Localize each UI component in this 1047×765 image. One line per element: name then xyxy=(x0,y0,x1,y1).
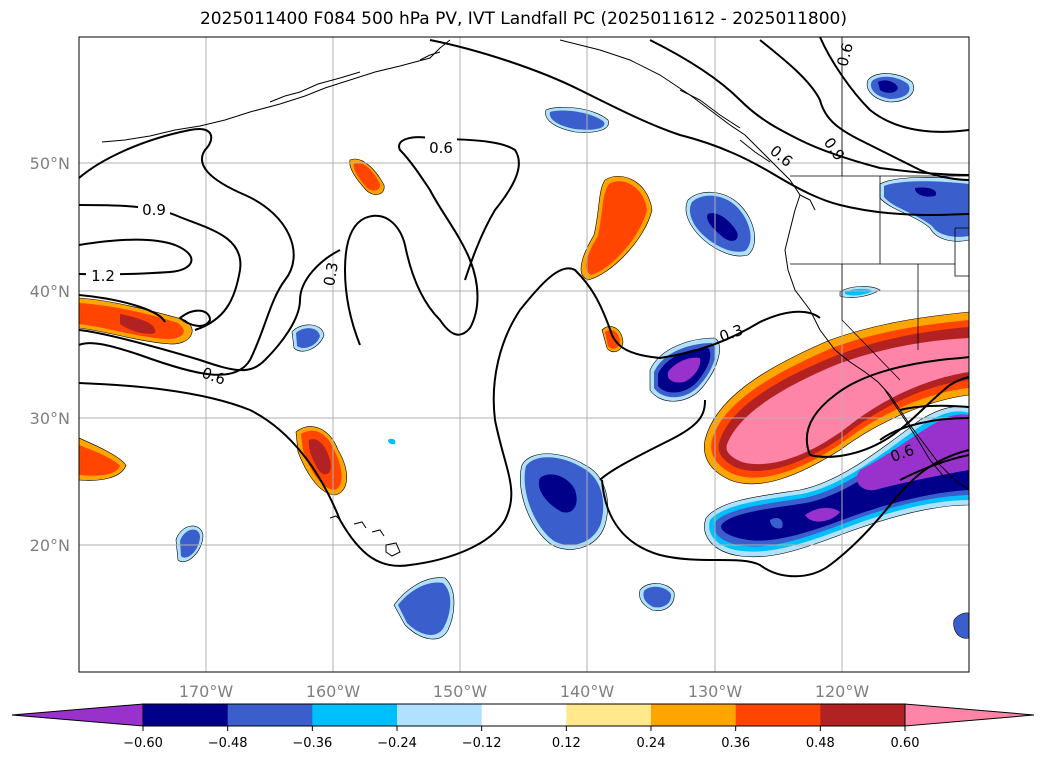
map-panel xyxy=(79,37,969,672)
contour-label: 0.6 xyxy=(429,139,453,157)
lon-label: 120°W xyxy=(815,682,870,701)
lon-label: 150°W xyxy=(433,682,488,701)
colorbar-tick-label: −0.12 xyxy=(462,736,502,751)
colorbar-segment xyxy=(566,704,652,726)
lat-labels: 50°N 40°N 30°N 20°N xyxy=(30,154,70,555)
positive-anomaly-fields xyxy=(79,158,969,496)
colorbar-extend-high xyxy=(904,703,1035,727)
colorbar-tick-label: −0.24 xyxy=(377,736,417,751)
colorbar-segment xyxy=(735,704,821,726)
colorbar-tick-label: 0.36 xyxy=(721,736,750,751)
colorbar-segment xyxy=(651,704,737,726)
colorbar-segment xyxy=(481,704,567,726)
colorbar-tick-label: −0.36 xyxy=(292,736,332,751)
contour-label: 0.9 xyxy=(142,201,166,219)
colorbar-segment xyxy=(143,704,229,726)
colorbar-segment xyxy=(312,704,398,726)
contour-label: 0.6 xyxy=(833,41,857,69)
contour-label: 0.3 xyxy=(320,261,342,288)
colorbar-tick-label: 0.12 xyxy=(552,736,581,751)
lat-label: 20°N xyxy=(30,536,70,555)
colorbar-segment xyxy=(820,704,906,726)
contour-label: 1.2 xyxy=(91,267,115,285)
lon-label: 130°W xyxy=(688,682,743,701)
map-frame xyxy=(78,36,970,673)
lat-label: 50°N xyxy=(30,154,70,173)
colorbar-tick-label: −0.48 xyxy=(208,736,248,751)
colorbar-extend-low xyxy=(11,703,144,727)
colorbar-segment xyxy=(227,704,313,726)
lon-label: 140°W xyxy=(560,682,615,701)
colorbar-tick-label: 0.60 xyxy=(891,736,920,751)
colorbar: −0.60 −0.48 −0.36 −0.24 −0.12 0.12 0.24 0.36 0.4… xyxy=(11,703,1035,751)
lat-label: 30°N xyxy=(30,409,70,428)
colorbar-tick-label: 0.48 xyxy=(806,736,835,751)
lon-label: 160°W xyxy=(306,682,361,701)
lat-label: 40°N xyxy=(30,282,70,301)
graticule xyxy=(79,37,969,672)
colorbar-tick-label: −0.60 xyxy=(123,736,163,751)
colorbar-segment xyxy=(397,704,483,726)
lon-label: 170°W xyxy=(179,682,234,701)
map-title: 2025011400 F084 500 hPa PV, IVT Landfall… xyxy=(199,9,847,29)
lon-labels: 170°W 160°W 150°W 140°W 130°W 120°W xyxy=(179,682,870,701)
pv-contours xyxy=(79,37,969,578)
coastlines xyxy=(101,39,969,557)
colorbar-tick-label: 0.24 xyxy=(637,736,666,751)
